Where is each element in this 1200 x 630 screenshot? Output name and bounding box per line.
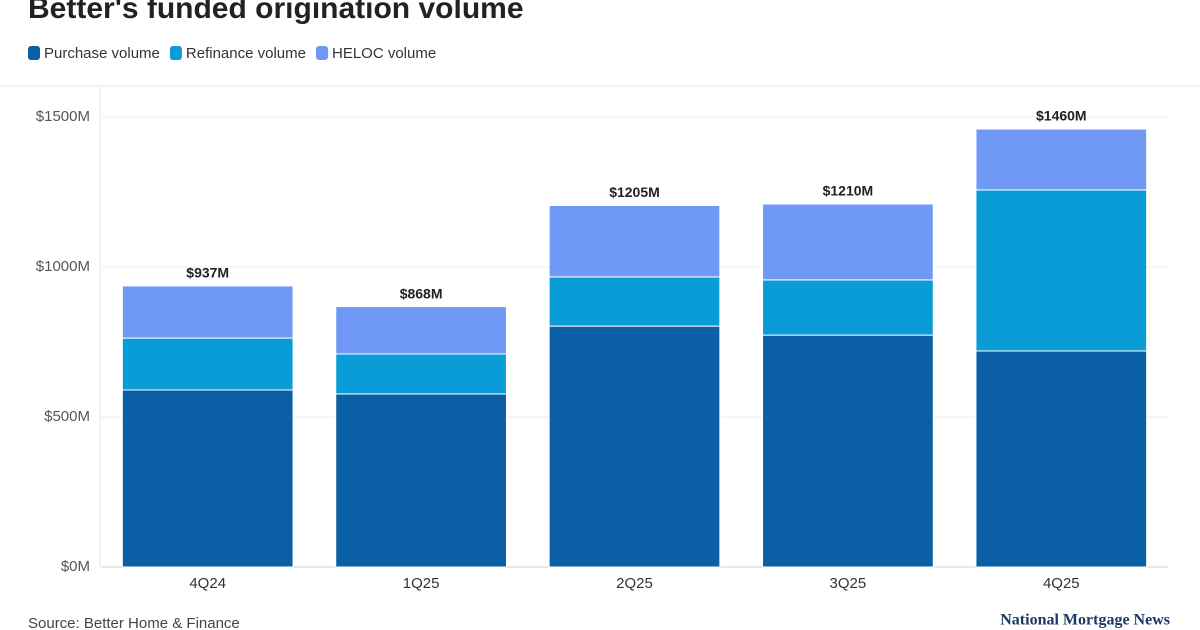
bar-segment	[548, 205, 721, 278]
y-tick-label: $500M	[44, 408, 90, 425]
legend-swatch	[28, 46, 40, 60]
bar-segment	[121, 389, 294, 568]
total-label: $1205M	[609, 184, 660, 200]
bar-segment	[335, 393, 507, 568]
x-tick-label: 4Q25	[1043, 575, 1080, 592]
total-label: $868M	[400, 285, 443, 301]
legend-label: Purchase volume	[44, 45, 160, 62]
total-label: $1460M	[1036, 108, 1087, 124]
y-tick-label: $1500M	[36, 108, 90, 125]
x-tick-label: 1Q25	[403, 575, 440, 592]
total-label: $1210M	[823, 183, 874, 199]
legend-swatch	[315, 46, 328, 60]
bar-segment	[762, 334, 934, 568]
bar-segment	[762, 279, 934, 336]
bar-segment	[335, 306, 507, 355]
bar-segment	[335, 353, 507, 395]
y-tick-label: $0M	[61, 558, 90, 575]
legend-swatch	[169, 46, 182, 60]
bar-segment	[548, 325, 721, 568]
x-tick-label: 2Q25	[616, 575, 653, 592]
source: Source: Better Home & Finance	[28, 615, 240, 630]
bar-segment	[762, 203, 934, 281]
bar-segment	[975, 189, 1148, 352]
bar-segment	[121, 337, 294, 391]
bar-segment	[975, 128, 1148, 191]
total-label: $937M	[186, 265, 229, 281]
bar-segment	[548, 276, 721, 327]
bar-segment	[121, 285, 294, 339]
logo: National Mortgage News	[1000, 612, 1170, 629]
x-tick-label: 4Q24	[189, 575, 226, 592]
legend-label: Refinance volume	[186, 45, 306, 62]
bar-segment	[975, 350, 1148, 568]
chart-title: Better's funded origination volume	[28, 0, 524, 25]
legend-label: HELOC volume	[332, 45, 436, 62]
y-tick-label: $1000M	[36, 258, 90, 275]
x-tick-label: 3Q25	[830, 575, 867, 592]
